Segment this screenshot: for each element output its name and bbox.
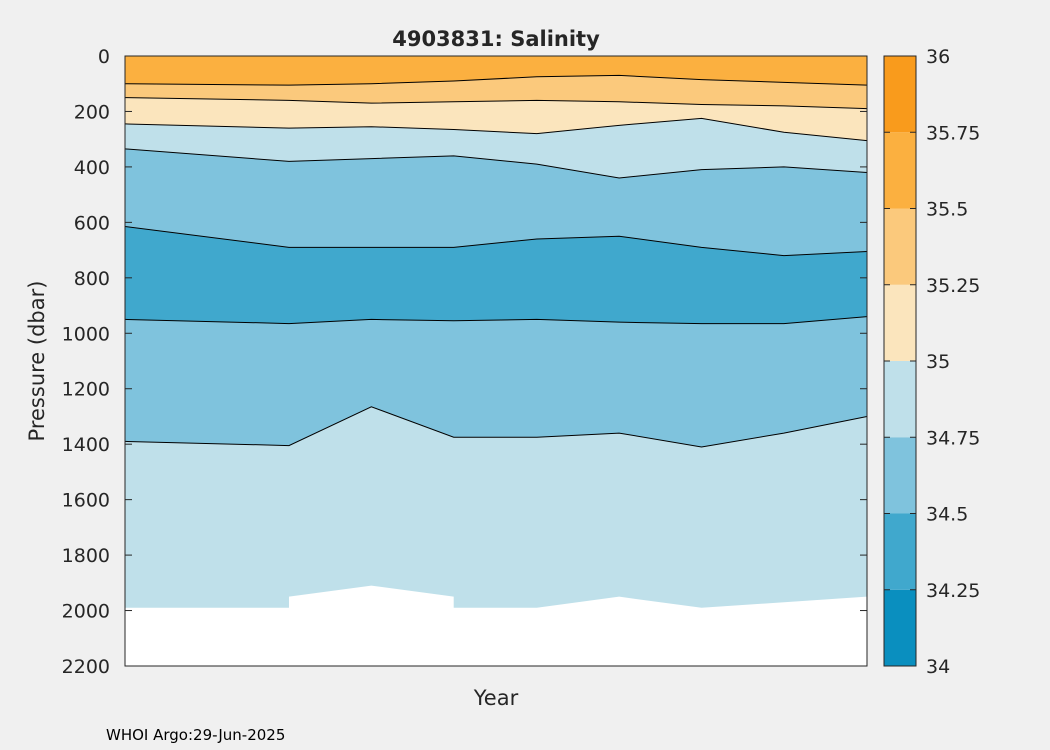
contour-band-5 <box>125 148 867 256</box>
contour-band-7 <box>125 316 867 447</box>
colorbar-tick-label: 35.25 <box>926 275 980 297</box>
contour-line-34.25 <box>124 316 868 325</box>
x-axis-label: Year <box>473 686 519 710</box>
contour-fill-bands <box>125 56 867 608</box>
contour-line-34.75 <box>124 148 868 179</box>
contour-band-1 <box>125 56 867 86</box>
colorbar-segment <box>884 284 916 361</box>
y-tick-label: 1400 <box>62 434 110 456</box>
colorbar-tick-label: 35 <box>926 351 950 373</box>
y-tick-label: 2200 <box>62 656 110 678</box>
contour-band-8 <box>125 406 867 608</box>
contour-band-6 <box>125 226 867 324</box>
colorbar-tick-label: 35.5 <box>926 199 968 221</box>
y-axis-ticks: 0 200 400 600 800 1000 1200 1400 1600 1800 2000 220… <box>62 46 867 678</box>
y-tick-label: 800 <box>74 268 110 290</box>
contour-line-35.5 <box>124 74 868 86</box>
colorbar-tick-label: 36 <box>926 46 950 68</box>
contour-line-34.5 <box>124 226 868 257</box>
contour-line-35.25 <box>124 97 868 110</box>
colorbar-segment <box>884 132 916 209</box>
colorbar-segment <box>884 361 916 438</box>
plot-frame <box>124 55 868 667</box>
colorbar-segment <box>884 208 916 285</box>
colorbar-segment <box>884 56 916 133</box>
y-tick-label: 400 <box>74 157 110 179</box>
footer-credit: WHOI Argo:29-Jun-2025 <box>106 726 286 744</box>
y-tick-label: 1600 <box>62 490 110 512</box>
contour-band-2 <box>125 75 867 109</box>
contour-line-35 <box>124 117 868 142</box>
y-axis-label: Pressure (dbar) <box>25 281 49 442</box>
colorbar: 34 34.25 34.5 34.75 35 35.25 35.5 35.75 36 <box>883 46 980 678</box>
y-tick-label: 1000 <box>62 323 110 345</box>
colorbar-tick-label: 34 <box>926 656 950 678</box>
colorbar-segment <box>884 437 916 514</box>
y-tick-label: 600 <box>74 212 110 234</box>
contour-line-34.75 <box>124 406 868 448</box>
y-tick-label: 1800 <box>62 545 110 567</box>
colorbar-tick-label: 34.25 <box>926 580 980 602</box>
y-tick-label: 1200 <box>62 379 110 401</box>
colorbar-tick-label: 34.5 <box>926 504 968 526</box>
contour-band-3 <box>125 97 867 141</box>
y-tick-label: 2000 <box>62 601 110 623</box>
y-tick-label: 200 <box>74 101 110 123</box>
y-tick-label: 0 <box>98 46 110 68</box>
contour-band-4 <box>125 118 867 178</box>
contour-lines <box>124 74 868 448</box>
colorbar-tick-label: 35.75 <box>926 122 980 144</box>
colorbar-segment <box>884 513 916 590</box>
colorbar-tick-label: 34.75 <box>926 427 980 449</box>
colorbar-segment <box>884 589 916 666</box>
chart-title: 4903831: Salinity <box>392 27 600 51</box>
